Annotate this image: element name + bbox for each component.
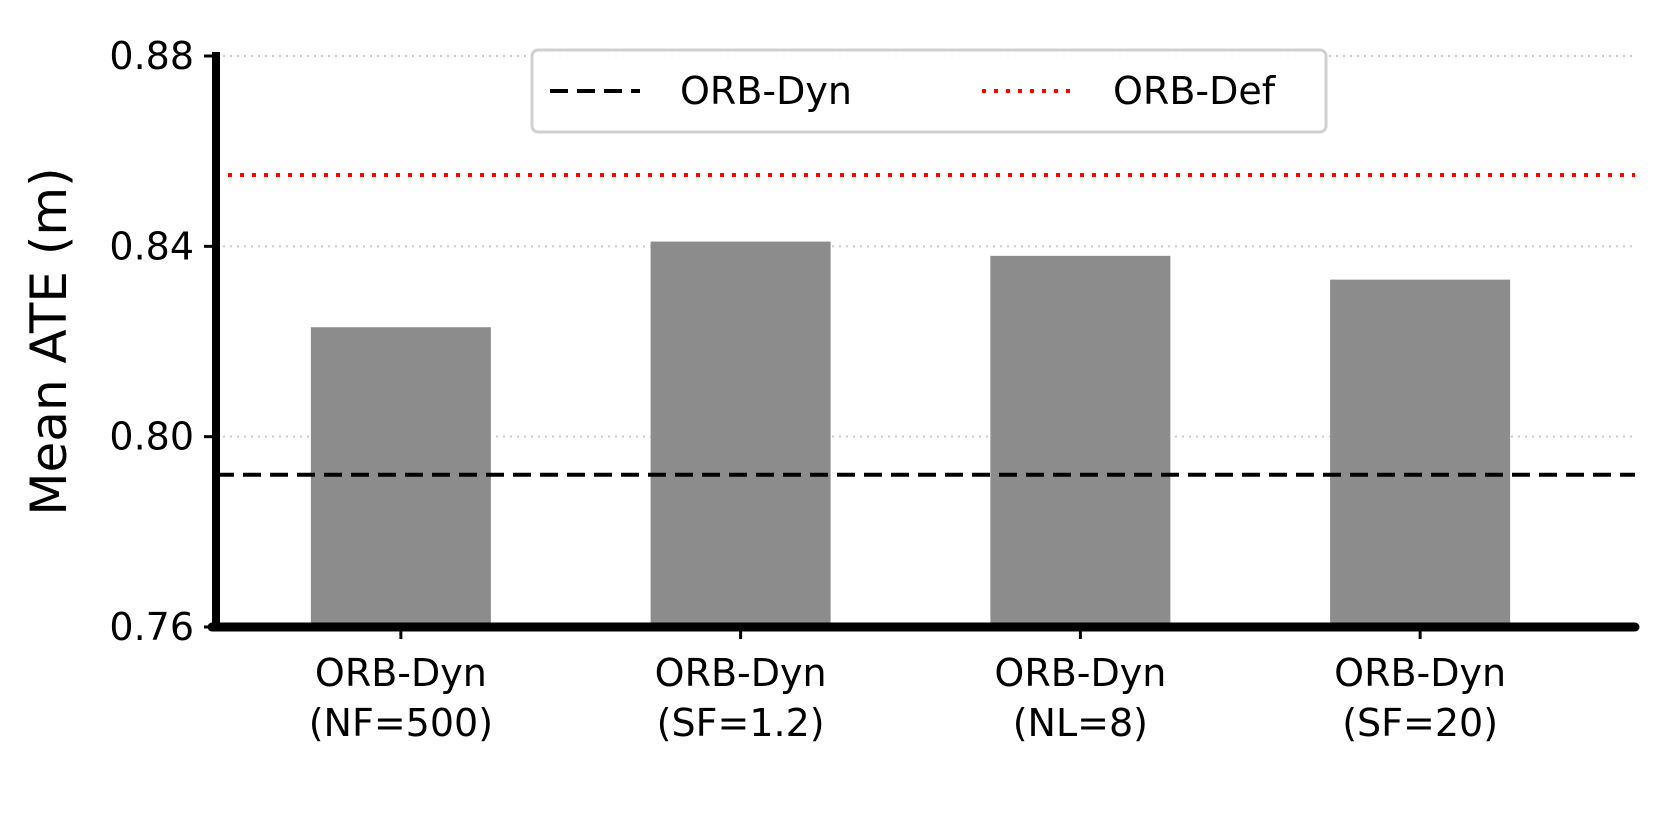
x-tick-label: (NF=500): [309, 701, 493, 745]
bar: [990, 255, 1171, 627]
x-tick-label: (SF=20): [1342, 701, 1498, 745]
legend-label: ORB-Dyn: [680, 69, 852, 113]
x-tick-label: ORB-Dyn: [655, 651, 827, 695]
y-axis-title: Mean ATE (m): [20, 167, 78, 515]
x-tick-label: ORB-Dyn: [1334, 651, 1506, 695]
y-tick-label: 0.88: [109, 34, 194, 78]
legend: ORB-Dyn ORB-Def: [530, 48, 1328, 134]
bar: [1330, 279, 1511, 627]
legend-frame: [530, 48, 1328, 134]
x-ticks: ORB-Dyn (NF=500) ORB-Dyn (SF=1.2) ORB-Dyn (NL…: [309, 627, 1506, 745]
bar: [650, 241, 831, 627]
x-tick-label: (NL=8): [1013, 701, 1148, 745]
x-tick-label: ORB-Dyn: [994, 651, 1166, 695]
legend-label: ORB-Def: [1113, 69, 1277, 113]
x-tick-label: (SF=1.2): [657, 701, 825, 745]
y-tick-label: 0.80: [109, 415, 194, 459]
bar: [310, 327, 491, 627]
y-tick-label: 0.84: [109, 224, 194, 268]
y-tick-label: 0.76: [109, 605, 194, 649]
axes: [207, 52, 1640, 632]
y-ticks: 0.76 0.80 0.84 0.88: [109, 34, 216, 649]
reference-lines: [216, 172, 1635, 477]
x-tick-label: ORB-Dyn: [315, 651, 487, 695]
bars: [310, 241, 1511, 627]
